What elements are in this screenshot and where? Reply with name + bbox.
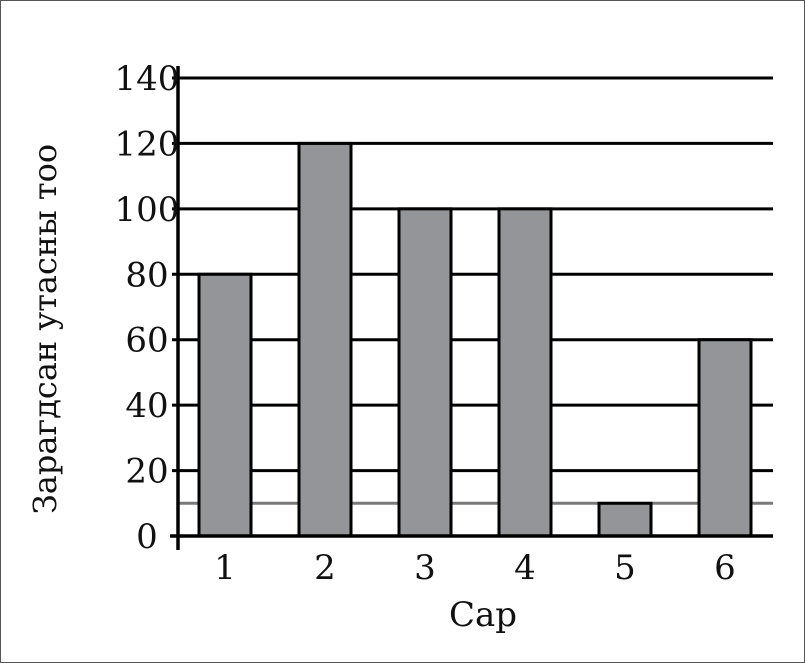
y-tick-label: 20 xyxy=(125,452,168,492)
x-axis-label: Сар xyxy=(449,595,517,635)
gridlines xyxy=(172,76,773,505)
y-tick-label: 80 xyxy=(125,255,168,295)
y-tick-label: 120 xyxy=(115,124,180,164)
bar xyxy=(197,272,253,538)
axes xyxy=(170,66,773,550)
bar xyxy=(597,501,653,538)
x-tick-label: 4 xyxy=(514,548,536,588)
axis-labels: Сар Зарагдсан утасны тоо 0 20 40 60 80 100 120… xyxy=(26,59,736,635)
bars xyxy=(197,141,753,538)
x-tick-label: 3 xyxy=(414,548,436,588)
x-tick-label: 6 xyxy=(714,548,736,588)
x-tick-label: 1 xyxy=(214,548,236,588)
y-tick-label: 40 xyxy=(125,386,168,426)
y-axis-label: Зарагдсан утасны тоо xyxy=(26,144,64,514)
y-tick-label: 0 xyxy=(136,517,158,557)
y-tick-label: 140 xyxy=(115,59,180,99)
bar xyxy=(397,207,453,538)
y-tick-label: 60 xyxy=(125,321,168,361)
bar xyxy=(497,207,553,538)
y-tick-label: 100 xyxy=(115,190,180,230)
bar xyxy=(697,338,753,538)
x-tick-label: 2 xyxy=(314,548,336,588)
x-tick-label: 5 xyxy=(614,548,636,588)
bar xyxy=(297,141,353,538)
